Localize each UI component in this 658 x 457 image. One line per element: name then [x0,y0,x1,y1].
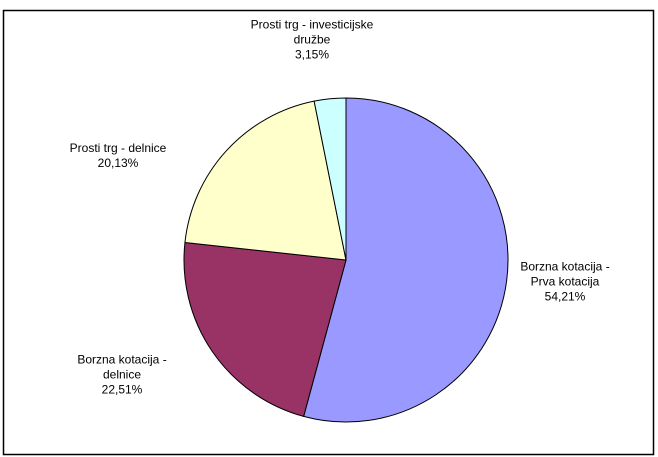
slice-label: Prosti trg - investicijske družbe 3,15% [247,18,377,63]
category-label: Prosti trg - investicijske družbe [250,17,374,47]
pie-slice [183,241,347,417]
value-label: 54,21% [544,289,586,304]
pie-slice [303,97,509,423]
slice-label: Prosti trg - delnice 20,13% [53,141,183,171]
category-label: Prosti trg - delnice [69,141,167,155]
value-label: 3,15% [294,47,330,62]
pie-slice [313,97,347,261]
pie-slice [184,100,347,261]
category-label: Borzna kotacija - Prva kotacija [520,259,610,289]
value-label: 20,13% [97,156,139,170]
value-label: 22,51% [101,382,143,397]
slice-label: Borzna kotacija - Prva kotacija 54,21% [513,260,618,305]
category-label: Borzna kotacija - delnice [77,352,167,382]
slice-label: Borzna kotacija - delnice 22,51% [57,353,187,398]
